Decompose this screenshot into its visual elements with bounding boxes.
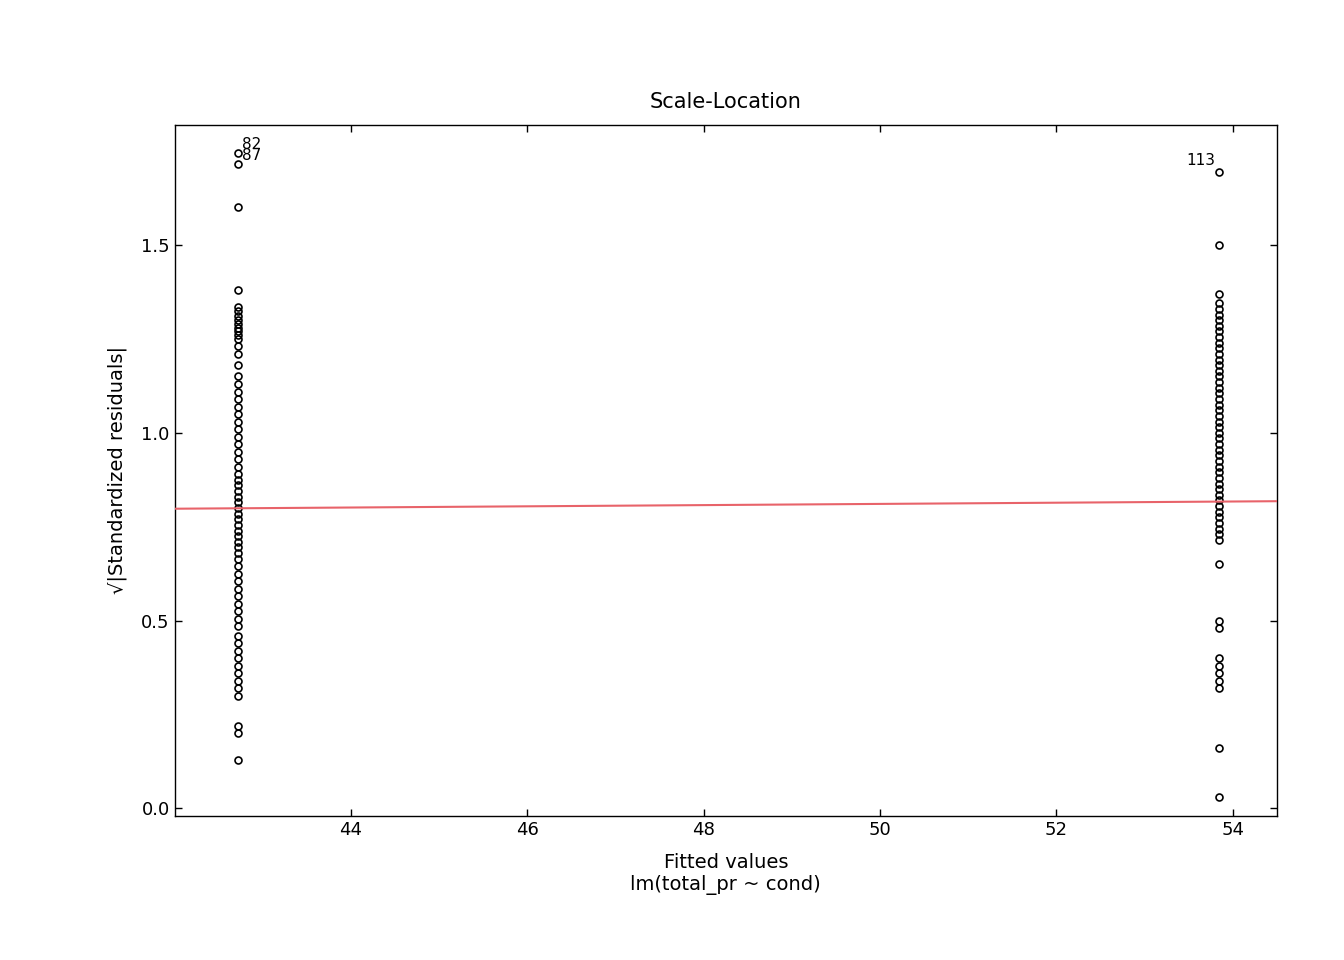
Title: Scale-Location: Scale-Location [649, 92, 802, 112]
X-axis label: Fitted values
lm(total_pr ~ cond): Fitted values lm(total_pr ~ cond) [630, 852, 821, 895]
Text: 87: 87 [242, 148, 262, 163]
Y-axis label: √|Standardized residuals|: √|Standardized residuals| [108, 347, 128, 594]
Text: 82: 82 [242, 136, 262, 152]
Text: 113: 113 [1187, 153, 1215, 168]
